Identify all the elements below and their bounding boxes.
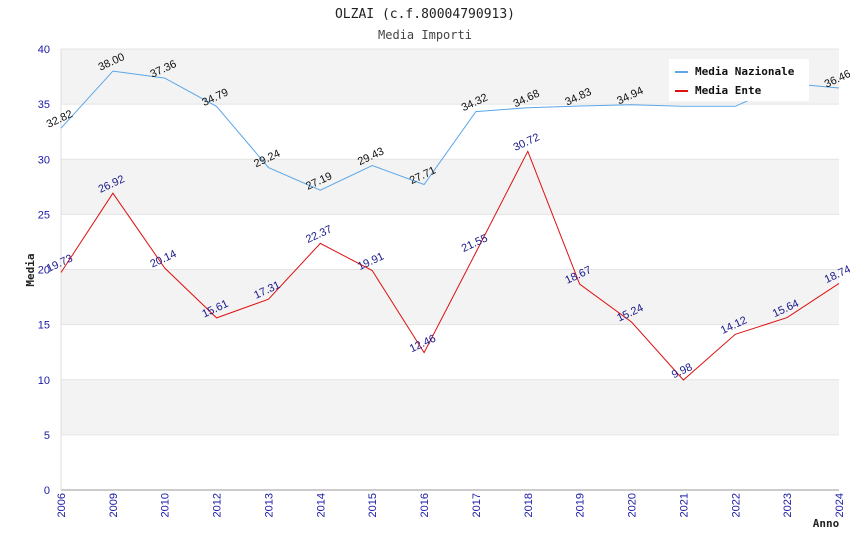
y-tick-label: 0 — [44, 485, 50, 497]
chart-subtitle: Media Importi — [378, 28, 472, 42]
y-tick-label: 10 — [38, 375, 50, 387]
legend-box — [669, 59, 809, 101]
chart-title: OLZAI (c.f.80004790913) — [335, 7, 515, 22]
series-line-media-nazionale — [60, 70, 840, 191]
x-tick-label: 2021 — [678, 493, 690, 517]
x-tick-label: 2010 — [160, 493, 172, 517]
grid-band — [61, 379, 839, 435]
legend-label-media-nazionale: Media Nazionale — [695, 65, 795, 78]
y-tick-label: 15 — [38, 320, 50, 332]
grid-band — [61, 324, 839, 380]
y-tick-label: 40 — [38, 44, 50, 56]
x-tick-label: 2017 — [471, 493, 483, 517]
x-tick-label: 2006 — [56, 493, 68, 517]
grid-band — [61, 159, 839, 215]
x-tick-label: 2013 — [263, 493, 275, 517]
x-tick-label: 2022 — [730, 493, 742, 517]
y-axis-title: Media — [24, 253, 37, 286]
grid-band — [61, 214, 839, 270]
x-tick-label: 2023 — [782, 493, 794, 517]
x-tick-label: 2016 — [419, 493, 431, 517]
series-line-media-ente — [60, 150, 840, 381]
grid-band — [61, 269, 839, 325]
x-tick-label: 2018 — [523, 493, 535, 517]
y-tick-label: 5 — [44, 430, 50, 442]
x-tick-label: 2012 — [212, 493, 224, 517]
x-tick-label: 2019 — [575, 493, 587, 517]
x-tick-label: 2015 — [367, 493, 379, 517]
x-tick-label: 2020 — [627, 493, 639, 517]
y-tick-label: 30 — [38, 154, 50, 166]
y-tick-label: 20 — [38, 265, 50, 277]
y-tick-label: 25 — [38, 209, 50, 221]
grid-band — [61, 434, 839, 490]
legend: Media Nazionale Media Ente — [669, 59, 809, 101]
x-tick-label: 2009 — [108, 493, 120, 517]
x-tick-label: 2024 — [834, 493, 846, 517]
x-axis-title: Anno — [813, 517, 840, 530]
x-axis-ticks: 2006 2009 2010 2012 2013 2014 2015 2016 2017 2018… — [56, 493, 846, 517]
plot-bands — [61, 48, 839, 491]
grid-band — [61, 104, 839, 160]
y-tick-label: 35 — [38, 99, 50, 111]
legend-label-media-ente: Media Ente — [695, 84, 762, 97]
y-axis-ticks: 0 5 10 15 20 25 30 35 40 — [38, 44, 50, 497]
x-tick-label: 2014 — [315, 493, 327, 517]
